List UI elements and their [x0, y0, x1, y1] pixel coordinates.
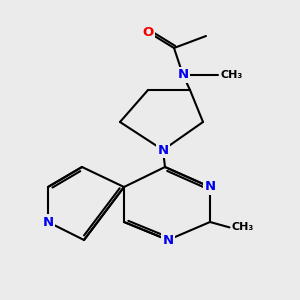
Text: N: N [204, 181, 216, 194]
Text: CH₃: CH₃ [232, 222, 254, 233]
Text: N: N [42, 215, 54, 229]
Text: CH₃: CH₃ [220, 70, 243, 80]
Text: N: N [158, 143, 169, 157]
Text: N: N [162, 233, 174, 247]
Text: O: O [142, 26, 154, 38]
Text: N: N [177, 68, 189, 82]
